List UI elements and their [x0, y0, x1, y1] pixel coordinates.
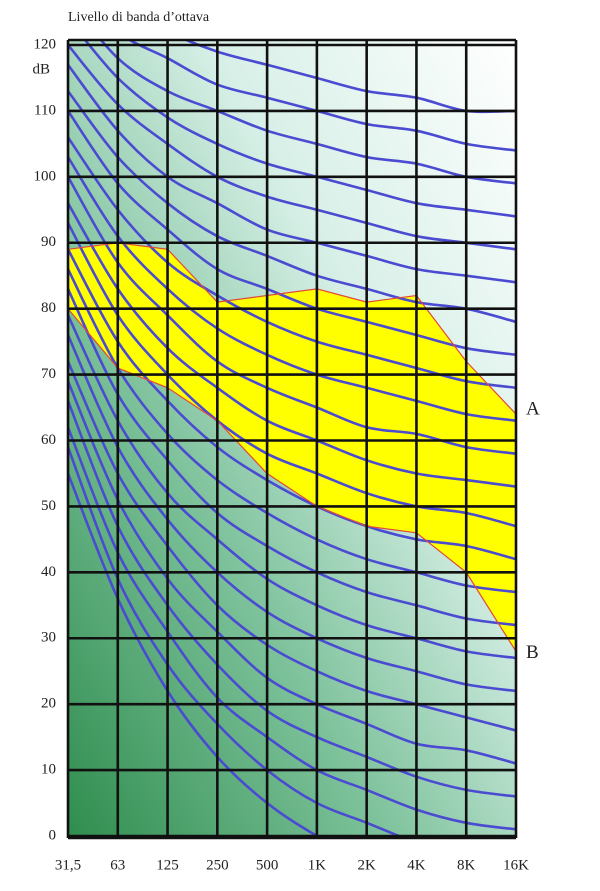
curve — [68, 222, 516, 528]
x-tick-label: 2K — [357, 857, 376, 873]
curve — [68, 248, 516, 561]
curve-label: A — [526, 398, 540, 419]
curve — [68, 90, 516, 324]
y-tick-label: 80 — [41, 300, 56, 316]
curve — [68, 268, 516, 594]
band-area — [68, 242, 516, 652]
band-edge-b — [68, 308, 516, 652]
x-tick-label: 125 — [156, 857, 179, 873]
y-tick-label: 30 — [41, 630, 56, 646]
curve — [68, 110, 516, 357]
x-tick-label: 1K — [308, 857, 327, 873]
y-tick-label: 50 — [41, 498, 56, 514]
curve — [68, 44, 516, 251]
curve-label: B — [526, 642, 539, 663]
curve — [68, 156, 516, 422]
y-unit: dB — [32, 61, 50, 77]
x-tick-label: 250 — [206, 857, 229, 873]
x-tick-label: 500 — [256, 857, 279, 873]
curve — [182, 40, 516, 114]
y-tick-label: 90 — [41, 234, 56, 250]
band-edge-a — [68, 242, 516, 415]
x-tick-label: 4K — [407, 857, 426, 873]
x-tick-label: 16K — [503, 857, 529, 873]
y-tick-label: 20 — [41, 696, 56, 712]
curve — [68, 360, 516, 732]
chart-title: Livello di banda d’ottava — [68, 10, 210, 25]
curve — [68, 64, 516, 284]
curve — [68, 288, 516, 627]
y-tick-label: 100 — [34, 168, 57, 184]
y-tick-label: 0 — [49, 827, 57, 843]
x-tick-label: 63 — [110, 857, 125, 873]
y-tick-label: 120 — [34, 36, 57, 52]
x-tick-label: 8K — [457, 857, 476, 873]
y-tick-label: 10 — [41, 762, 56, 778]
y-tick-label: 40 — [41, 564, 56, 580]
curve — [68, 314, 516, 660]
curve — [83, 40, 516, 218]
curve — [99, 40, 516, 185]
y-tick-label: 60 — [41, 432, 56, 448]
y-tick-label: 70 — [41, 366, 56, 382]
y-tick-label: 110 — [34, 102, 56, 118]
x-tick-label: 31,5 — [55, 857, 81, 873]
curve — [68, 334, 516, 693]
